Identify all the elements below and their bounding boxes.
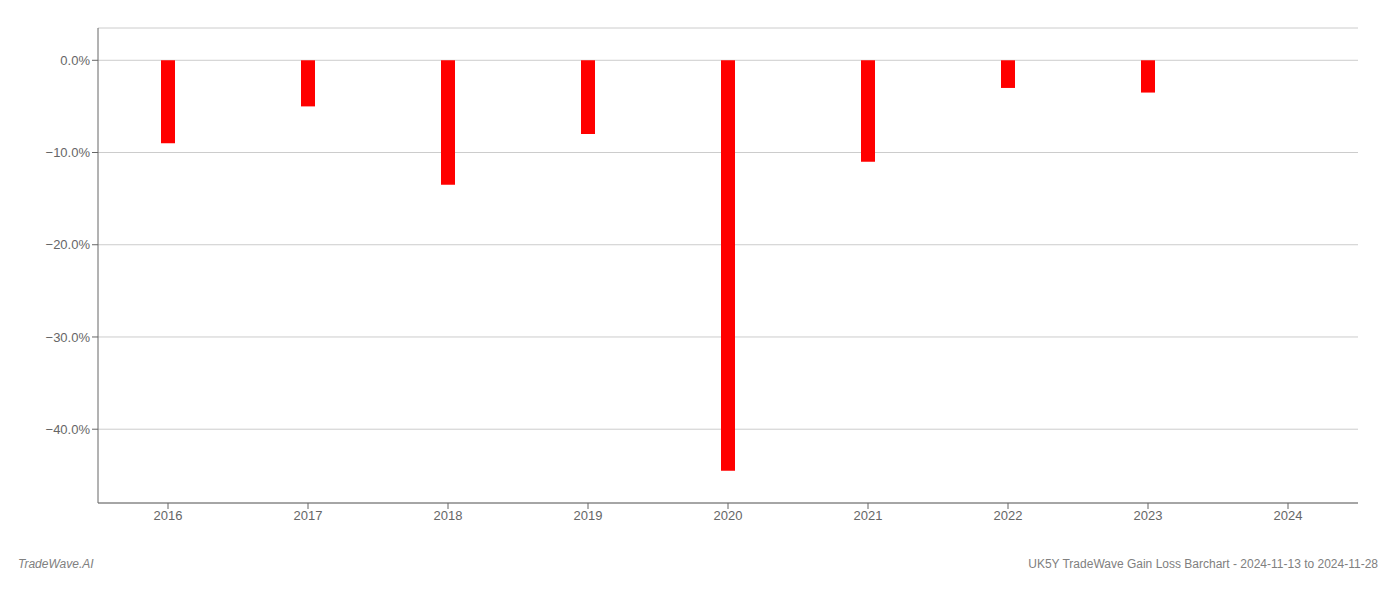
svg-text:2022: 2022 bbox=[994, 508, 1023, 523]
svg-text:−30.0%: −30.0% bbox=[46, 330, 91, 345]
svg-text:2023: 2023 bbox=[1134, 508, 1163, 523]
html-text:TradeWave.AI: TradeWave.AI bbox=[18, 557, 94, 571]
svg-text:−20.0%: −20.0% bbox=[46, 237, 91, 252]
svg-text:2016: 2016 bbox=[154, 508, 183, 523]
svg-text:2017: 2017 bbox=[294, 508, 323, 523]
svg-text:2020: 2020 bbox=[714, 508, 743, 523]
svg-text:−10.0%: −10.0% bbox=[46, 145, 91, 160]
svg-text:2024: 2024 bbox=[1274, 508, 1303, 523]
svg-text:2018: 2018 bbox=[434, 508, 463, 523]
svg-text:2019: 2019 bbox=[574, 508, 603, 523]
html-text:UK5Y TradeWave Gain Loss Barch: UK5Y TradeWave Gain Loss Barchart - 2024… bbox=[1028, 557, 1378, 571]
svg-text:−40.0%: −40.0% bbox=[46, 422, 91, 437]
svg-text:2021: 2021 bbox=[854, 508, 883, 523]
svg-text:0.0%: 0.0% bbox=[60, 53, 90, 68]
